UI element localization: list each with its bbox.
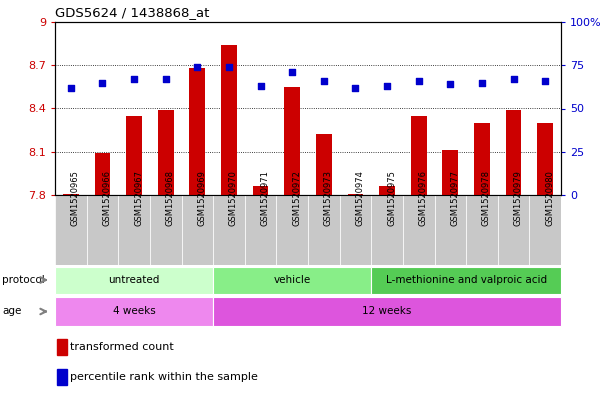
Bar <box>498 195 529 265</box>
Point <box>97 79 107 86</box>
Bar <box>466 195 498 265</box>
Text: 4 weeks: 4 weeks <box>113 307 156 316</box>
Bar <box>371 266 561 294</box>
Point <box>414 78 424 84</box>
Point <box>319 78 329 84</box>
Text: GSM1520978: GSM1520978 <box>482 171 491 226</box>
Point <box>382 83 392 89</box>
Bar <box>284 87 300 195</box>
Text: 12 weeks: 12 weeks <box>362 307 412 316</box>
Text: percentile rank within the sample: percentile rank within the sample <box>70 373 258 382</box>
Bar <box>410 116 427 195</box>
Bar <box>537 123 553 195</box>
Point <box>129 76 139 82</box>
Bar <box>57 339 67 355</box>
Text: L-methionine and valproic acid: L-methionine and valproic acid <box>386 275 547 285</box>
Point <box>350 84 360 91</box>
Text: GSM1520970: GSM1520970 <box>229 171 238 226</box>
Text: protocol: protocol <box>2 275 44 285</box>
Bar <box>435 195 466 265</box>
Bar <box>403 195 435 265</box>
Point <box>540 78 550 84</box>
Bar <box>87 195 118 265</box>
Bar <box>316 134 332 195</box>
Text: transformed count: transformed count <box>70 343 174 353</box>
Point <box>66 84 76 91</box>
Text: GSM1520968: GSM1520968 <box>166 171 175 226</box>
Bar <box>221 45 237 195</box>
Text: GSM1520965: GSM1520965 <box>71 171 80 226</box>
Point <box>477 79 487 86</box>
Bar <box>347 194 364 195</box>
Point <box>256 83 266 89</box>
Text: GSM1520971: GSM1520971 <box>261 171 270 226</box>
Bar <box>63 194 79 195</box>
Text: GSM1520976: GSM1520976 <box>419 171 428 226</box>
Point <box>509 76 519 82</box>
Bar <box>340 195 371 265</box>
Bar <box>57 369 67 385</box>
Bar <box>308 195 340 265</box>
Bar <box>213 266 371 294</box>
Bar <box>529 195 561 265</box>
Bar <box>213 297 561 326</box>
Bar <box>371 195 403 265</box>
Text: GSM1520973: GSM1520973 <box>324 171 333 226</box>
Bar <box>213 195 245 265</box>
Bar <box>505 110 522 195</box>
Text: GSM1520980: GSM1520980 <box>545 171 554 226</box>
Point <box>192 64 202 70</box>
Bar <box>252 186 269 195</box>
Bar <box>189 68 205 195</box>
Bar <box>276 195 308 265</box>
Bar <box>442 150 458 195</box>
Bar <box>55 297 213 326</box>
Bar <box>245 195 276 265</box>
Text: GSM1520969: GSM1520969 <box>197 171 206 226</box>
Bar <box>126 116 142 195</box>
Bar <box>474 123 490 195</box>
Text: GSM1520967: GSM1520967 <box>134 171 143 226</box>
Bar <box>150 195 182 265</box>
Point <box>161 76 171 82</box>
Text: GSM1520979: GSM1520979 <box>514 171 522 226</box>
Text: GSM1520975: GSM1520975 <box>387 171 396 226</box>
Text: age: age <box>2 307 22 316</box>
Bar <box>55 266 213 294</box>
Text: vehicle: vehicle <box>273 275 311 285</box>
Bar <box>118 195 150 265</box>
Text: GSM1520974: GSM1520974 <box>355 171 364 226</box>
Text: GSM1520977: GSM1520977 <box>450 171 459 226</box>
Text: GDS5624 / 1438868_at: GDS5624 / 1438868_at <box>55 6 209 19</box>
Text: GSM1520972: GSM1520972 <box>292 171 301 226</box>
Text: untreated: untreated <box>108 275 160 285</box>
Bar <box>55 195 87 265</box>
Bar <box>379 186 395 195</box>
Bar <box>182 195 213 265</box>
Point <box>287 69 297 75</box>
Point <box>224 64 234 70</box>
Point <box>445 81 455 87</box>
Text: GSM1520966: GSM1520966 <box>102 171 111 226</box>
Bar <box>158 110 174 195</box>
Bar <box>94 153 111 195</box>
